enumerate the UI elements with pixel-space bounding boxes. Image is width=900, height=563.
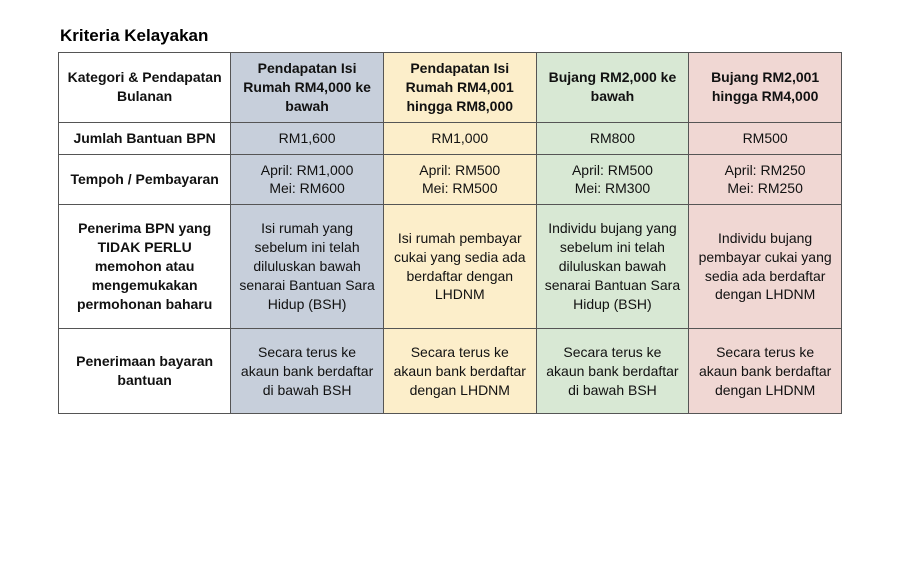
cell-value: RM500 (689, 122, 842, 154)
cell-value: April: RM250 Mei: RM250 (689, 154, 842, 205)
cell-line: April: RM250 (695, 161, 835, 180)
cell-value: April: RM1,000 Mei: RM600 (231, 154, 384, 205)
cell-value: Isi rumah pembayar cukai yang sedia ada … (383, 205, 536, 328)
header-cat-2: Pendapatan Isi Rumah RM4,001 hingga RM8,… (383, 53, 536, 123)
cell-value: Individu bujang yang sebelum ini telah d… (536, 205, 689, 328)
table-header-row: Kategori & Pendapatan Bulanan Pendapatan… (59, 53, 842, 123)
cell-value: April: RM500 Mei: RM300 (536, 154, 689, 205)
row-label: Penerimaan bayaran bantuan (59, 328, 231, 414)
cell-line: Mei: RM300 (543, 179, 683, 198)
cell-value: RM1,600 (231, 122, 384, 154)
cell-value: Secara terus ke akaun bank berdaftar den… (383, 328, 536, 414)
cell-value: April: RM500 Mei: RM500 (383, 154, 536, 205)
header-cat-3: Bujang RM2,000 ke bawah (536, 53, 689, 123)
row-label: Jumlah Bantuan BPN (59, 122, 231, 154)
table-row: Tempoh / Pembayaran April: RM1,000 Mei: … (59, 154, 842, 205)
header-cat-4: Bujang RM2,001 hingga RM4,000 (689, 53, 842, 123)
cell-value: RM1,000 (383, 122, 536, 154)
cell-value: Secara terus ke akaun bank berdaftar di … (536, 328, 689, 414)
cell-value: Isi rumah yang sebelum ini telah dilulus… (231, 205, 384, 328)
cell-value: Individu bujang pembayar cukai yang sedi… (689, 205, 842, 328)
table-row: Penerima BPN yang TIDAK PERLU memohon at… (59, 205, 842, 328)
table-row: Penerimaan bayaran bantuan Secara terus … (59, 328, 842, 414)
cell-line: Mei: RM600 (237, 179, 377, 198)
cell-value: Secara terus ke akaun bank berdaftar den… (689, 328, 842, 414)
table-row: Jumlah Bantuan BPN RM1,600 RM1,000 RM800… (59, 122, 842, 154)
cell-line: Mei: RM250 (695, 179, 835, 198)
eligibility-table: Kategori & Pendapatan Bulanan Pendapatan… (58, 52, 842, 414)
header-cat-1: Pendapatan Isi Rumah RM4,000 ke bawah (231, 53, 384, 123)
cell-value: Secara terus ke akaun bank berdaftar di … (231, 328, 384, 414)
row-label: Penerima BPN yang TIDAK PERLU memohon at… (59, 205, 231, 328)
cell-line: April: RM500 (543, 161, 683, 180)
cell-value: RM800 (536, 122, 689, 154)
cell-line: April: RM1,000 (237, 161, 377, 180)
row-label: Tempoh / Pembayaran (59, 154, 231, 205)
cell-line: Mei: RM500 (390, 179, 530, 198)
header-label: Kategori & Pendapatan Bulanan (59, 53, 231, 123)
page-title: Kriteria Kelayakan (60, 26, 842, 46)
cell-line: April: RM500 (390, 161, 530, 180)
